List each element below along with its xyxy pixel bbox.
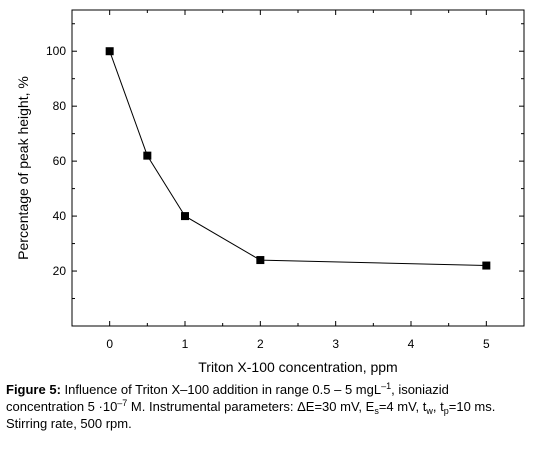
data-point-marker: [482, 261, 491, 270]
caption-text: , t: [432, 399, 444, 414]
data-point-marker: [143, 151, 152, 160]
y-tick-label: 20: [53, 264, 67, 278]
caption-superscript: –7: [117, 398, 128, 408]
x-tick-label: 5: [483, 337, 490, 351]
caption-subscript: s: [374, 406, 379, 416]
x-tick-label: 3: [332, 337, 339, 351]
x-tick-label: 0: [106, 337, 113, 351]
caption-text: , isoniazid concentration 5 ·10: [6, 382, 449, 414]
y-tick-label: 60: [53, 154, 67, 168]
caption-text: Influence of Triton X–100 addition in ra…: [60, 382, 382, 397]
x-axis-ticks: 0 1 2 3 4 5: [71, 10, 525, 351]
x-tick-label: 1: [182, 337, 189, 351]
caption-label: Figure 5:: [6, 382, 61, 397]
caption-superscript: –1: [381, 381, 392, 391]
y-tick-label: 40: [53, 209, 67, 223]
x-tick-label: 2: [257, 337, 264, 351]
chart: 0 1 2 3 4 5 20 40 60 80 100 Triton X-100 concentr…: [15, 9, 525, 375]
caption-text: M. Instrumental parameters: ΔE=30 mV, E: [127, 399, 375, 414]
data-point-marker: [181, 212, 189, 221]
caption-text: =10 ms. Stirring rate, 500 rpm.: [6, 399, 496, 431]
plot-frame: [71, 9, 525, 327]
y-tick-label: 80: [53, 99, 67, 113]
figure-caption: Figure 5: Influence of Triton X–100 addi…: [6, 381, 530, 432]
x-axis-title: Triton X-100 concentration, ppm: [198, 359, 397, 375]
caption-text: =4 mV, t: [378, 399, 427, 414]
y-axis-ticks: 20 40 60 80 100: [46, 23, 524, 300]
caption-subscript: w: [426, 406, 433, 416]
data-markers: [105, 47, 491, 270]
data-point-marker: [105, 47, 114, 56]
series-line: [109, 51, 487, 266]
caption-subscript: p: [443, 406, 449, 416]
data-point-marker: [256, 256, 265, 265]
x-tick-label: 4: [408, 337, 415, 351]
y-axis-title: Percentage of peak height, %: [15, 76, 31, 260]
y-tick-label: 100: [46, 44, 66, 58]
